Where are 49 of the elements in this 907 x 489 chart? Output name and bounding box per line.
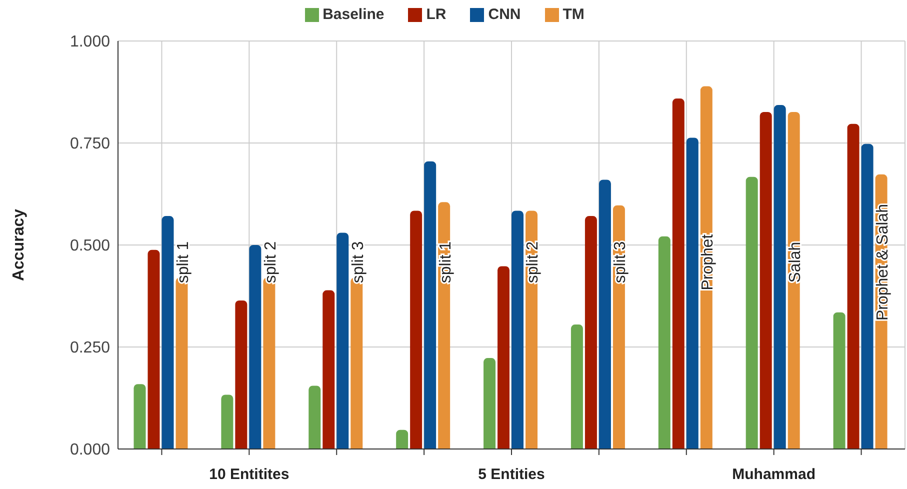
bar [774,105,786,449]
x-tick-label: split 2 [524,241,542,284]
bar [861,144,874,449]
y-axis-title: Accuracy [10,208,28,282]
bar [396,430,408,449]
bar [658,236,670,449]
legend-label: LR [426,6,446,23]
bar [308,386,321,449]
bar [672,98,684,449]
y-tick-label: 0.500 [70,238,110,255]
legend-label: CNN [488,6,521,23]
text: 10 Entitites [208,466,290,483]
bar [162,216,174,449]
y-tick-label: 0.000 [70,442,110,459]
x-tick-label: split 1 [437,241,454,284]
bar [746,176,758,449]
bar [322,290,335,449]
bar [760,112,772,449]
text: Muhammad [731,466,816,483]
y-tick-label: 1.000 [70,34,110,51]
bar [498,266,510,449]
x-tick-label: Prophet [700,234,717,290]
x-tick-label: split 1 [174,241,192,284]
x-tick-label: Salah [787,242,804,283]
legend-label: TM [562,6,584,23]
x-tick-label: split 2 [262,241,280,284]
bar [221,394,234,449]
bar [584,216,597,449]
bar [134,384,146,449]
bar [148,250,160,449]
bar [847,124,860,449]
bar [336,232,349,449]
bar [570,324,583,449]
bar [249,245,262,449]
x-tick-label: split 3 [350,241,367,284]
bar [484,358,496,449]
bar [512,210,524,449]
x-tick-label: Prophet & Salah [874,204,892,321]
bar [598,180,611,449]
bar [424,161,436,449]
bar [235,300,248,449]
text: 5 Entities [477,466,546,483]
y-tick-label: 0.750 [70,136,110,153]
bar [833,312,846,449]
bar [410,210,422,449]
bar [686,138,698,449]
legend-label: Baseline [322,6,384,23]
x-tick-label: split 3 [612,241,630,284]
y-tick-label: 0.250 [70,340,110,357]
